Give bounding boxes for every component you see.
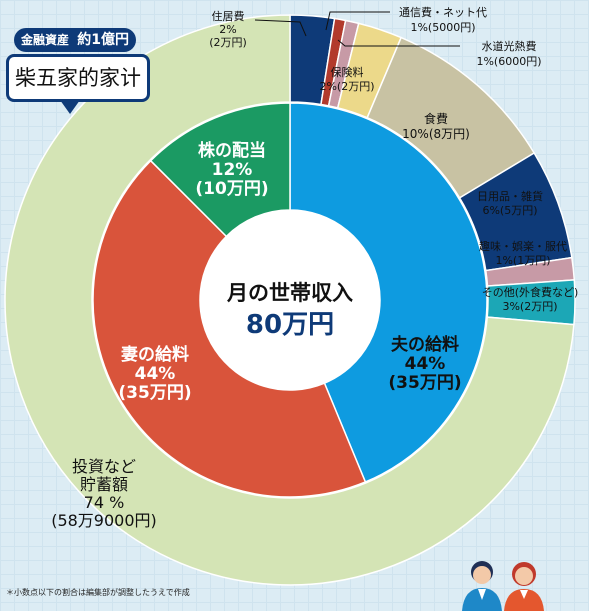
inner-label-2: 株の配当 12% (10万円) — [195, 140, 268, 199]
inner-ring — [92, 102, 488, 498]
leader-line-0 — [254, 19, 307, 37]
chart-labels: 夫の給料 44% (35万円) 妻の給料 44% (35万円) 株の配当 12% (10万円) 住… — [51, 5, 578, 530]
outer-label-1: 通信費・ネット代 1%(5000円) — [399, 5, 487, 34]
inner-label-0: 夫の給料 44% (35万円) — [388, 334, 461, 393]
outer-label-5: 日用品・雑貨 6%(5万円) — [477, 189, 543, 217]
center-hole — [200, 210, 380, 390]
family-name-box: 柴五家的家计 — [6, 54, 150, 102]
assets-label: 金融資産 — [21, 33, 70, 47]
couple-icon — [462, 561, 544, 611]
inner-label-1: 妻の給料 44% (35万円) — [118, 344, 191, 403]
family-name: 柴五家的家计 — [15, 66, 141, 90]
outer-label-4: 食費 10%(8万円) — [402, 111, 470, 141]
leader-line-2 — [337, 39, 460, 47]
outer-label-8: 投資など貯蓄額 74 % (58万9000円) — [51, 457, 157, 530]
outer-label-6: 趣味・娯楽・服代 1%(1万円) — [479, 239, 567, 267]
badge-pointer — [60, 100, 80, 114]
leader-line-1 — [325, 11, 390, 31]
outer-label-7: その他(外食費など) 3%(2万円) — [482, 285, 579, 313]
family-badge: 金融資産 約1億円 柴五家的家计 — [4, 28, 154, 118]
outer-label-2: 水道光熱費 1%(6000円) — [476, 39, 541, 68]
outer-label-0: 住居費 2% (2万円) — [209, 9, 247, 49]
assets-tag: 金融資産 約1億円 — [14, 28, 136, 52]
outer-label-3: 保険料 2%(2万円) — [319, 65, 374, 93]
outer-ring — [4, 14, 576, 586]
center-title: 月の世帯収入 — [226, 281, 353, 305]
footnote: ＊小数点以下の割合は編集部が調整したうえで作成 — [6, 588, 190, 597]
outer-slice-8 — [4, 14, 575, 586]
center-value: 80万円 — [246, 310, 334, 340]
leader-lines — [254, 11, 460, 47]
assets-amount: 約1億円 — [77, 32, 129, 48]
